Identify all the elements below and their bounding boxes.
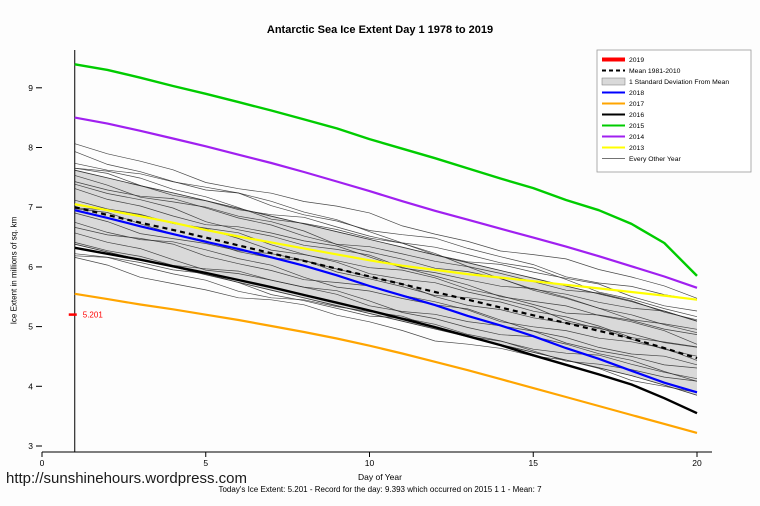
series-mean-1981-2010-line: [74, 206, 698, 360]
x-axis: 0 5 10 15 20: [40, 451, 712, 468]
series-2014-line: [74, 116, 698, 289]
svg-text:0: 0: [40, 458, 45, 468]
svg-text:20: 20: [692, 458, 702, 468]
svg-text:9: 9: [28, 83, 33, 93]
legend-item-2015: 2015: [602, 123, 644, 130]
legend-item-2017: 2017: [602, 101, 644, 108]
site-url: http://sunshinehours.wordpress.com: [6, 470, 247, 487]
thin-year-line: [74, 167, 698, 312]
series-2013-line: [74, 203, 698, 301]
svg-text:2018: 2018: [629, 90, 644, 97]
thin-year-line: [74, 181, 698, 322]
thin-year-line: [74, 212, 698, 348]
svg-text:15: 15: [529, 458, 539, 468]
svg-text:2017: 2017: [629, 101, 644, 108]
legend-item-2018: 2018: [602, 90, 644, 97]
svg-text:5: 5: [203, 458, 208, 468]
svg-text:2016: 2016: [629, 112, 644, 119]
legend-item-every-other-year: Every Other Year: [602, 156, 681, 163]
thin-year-line: [74, 242, 698, 369]
series-2018-line: [74, 209, 698, 394]
thin-year-line: [74, 221, 698, 366]
svg-text:1 Standard Deviation From Mean: 1 Standard Deviation From Mean: [629, 79, 729, 86]
legend-item-2016: 2016: [602, 112, 644, 119]
svg-text:Every Other Year: Every Other Year: [629, 156, 681, 163]
footer-stats: Today's Ice Extent: 5.201 - Record for t…: [218, 485, 542, 494]
legend-box: 2019 Mean 1981-2010 1 Standard Deviation F…: [596, 49, 752, 173]
svg-text:Mean 1981-2010: Mean 1981-2010: [629, 68, 681, 75]
record-annotation: 5.201: [83, 311, 104, 320]
svg-text:4: 4: [28, 381, 33, 391]
legend-item-2013: 2013: [602, 145, 644, 152]
series-2017-line: [74, 292, 698, 434]
svg-text:3: 3: [28, 441, 33, 451]
y-axis-label: Ice Extent in millions of sq. km: [9, 216, 19, 325]
svg-text:7: 7: [28, 202, 33, 212]
thin-year-line: [74, 162, 698, 301]
thin-year-line: [74, 143, 698, 299]
svg-text:6: 6: [28, 262, 33, 272]
legend-item-1-standard-deviation-from-mean: 1 Standard Deviation From Mean: [601, 77, 729, 86]
thin-year-line: [74, 183, 698, 345]
legend-item-mean-1981-2010: Mean 1981-2010: [602, 68, 681, 75]
svg-text:8: 8: [28, 143, 33, 153]
x-axis-label: Day of Year: [358, 472, 402, 482]
thin-year-line: [74, 253, 698, 382]
y-axis: 3 4 5 6 7 8 9: [28, 83, 42, 451]
svg-text:2014: 2014: [629, 134, 644, 141]
svg-text:2015: 2015: [629, 123, 644, 130]
thin-year-line: [74, 232, 698, 382]
series-2015-line: [74, 63, 698, 277]
series-2016-line: [74, 246, 698, 415]
legend-item-2014: 2014: [602, 134, 644, 141]
thin-year-line: [74, 167, 698, 321]
chart-title: Antarctic Sea Ice Extent Day 1 1978 to 2…: [266, 24, 494, 36]
svg-text:2013: 2013: [629, 145, 644, 152]
svg-text:10: 10: [365, 458, 375, 468]
svg-text:5: 5: [28, 322, 33, 332]
thin-year-line: [74, 257, 698, 393]
legend-item-2019: 2019: [602, 57, 644, 64]
svg-text:2019: 2019: [629, 57, 644, 64]
